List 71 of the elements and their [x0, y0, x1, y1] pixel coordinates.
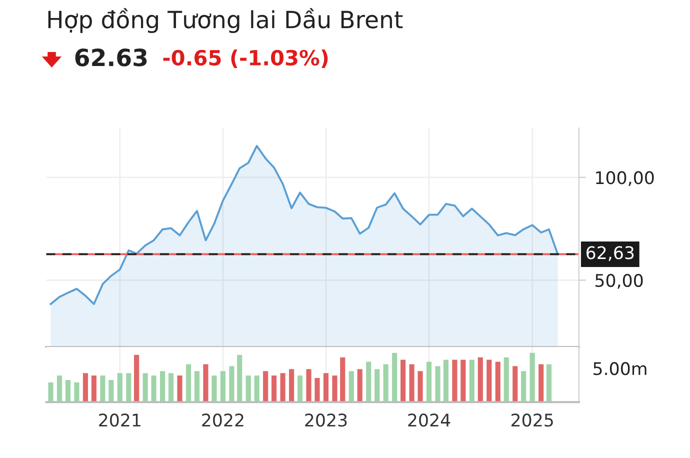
text: 5.00m: [594, 362, 646, 376]
bar: [426, 362, 432, 402]
bar: [306, 369, 312, 402]
bar: [495, 362, 500, 402]
x-tick-label: 2021: [99, 414, 140, 427]
bar: [323, 373, 329, 402]
bar: [151, 376, 156, 402]
bar: [203, 364, 208, 402]
bar: [229, 366, 234, 402]
bar: [74, 382, 80, 402]
bar: [504, 357, 509, 402]
bar: [366, 362, 372, 402]
chart-subtitle: 62.63: [75, 48, 147, 66]
bar: [521, 371, 526, 402]
bar: [443, 360, 448, 402]
bar: [314, 378, 320, 402]
bar: [126, 373, 132, 402]
bar: [452, 360, 458, 402]
bar: [400, 360, 406, 402]
bar: [357, 369, 362, 402]
bar: [194, 371, 200, 402]
bar: [348, 371, 354, 402]
bar: [469, 360, 474, 402]
bar: [383, 364, 388, 402]
y-tick-label: 100,00: [596, 171, 654, 186]
bar: [486, 360, 492, 402]
bar: [108, 380, 114, 402]
bar: [177, 376, 182, 402]
ref-line-label: 62,63: [586, 246, 634, 262]
bar: [56, 376, 62, 402]
bar: [512, 366, 518, 402]
bar: [289, 369, 294, 402]
bar: [254, 376, 260, 402]
bar: [392, 352, 398, 402]
bar: [297, 376, 303, 402]
bar: [460, 360, 466, 402]
x-tick-label: 2022: [202, 414, 244, 427]
chart-title: Hợp đồng Tương lai Dầu Brent: [48, 8, 403, 34]
bar: [134, 354, 140, 402]
bar: [332, 376, 338, 402]
bar: [263, 371, 268, 402]
bar: [435, 366, 440, 402]
bar: [530, 352, 535, 402]
bar: [100, 376, 106, 402]
bar: [237, 354, 242, 402]
bar: [538, 364, 544, 402]
bar: [212, 376, 217, 402]
bar: [142, 373, 148, 402]
bar: [91, 376, 96, 402]
bar: [340, 357, 346, 402]
bar: [374, 369, 380, 402]
bar: [418, 371, 423, 402]
bar: [478, 357, 483, 402]
bar: [168, 373, 174, 402]
text: -0.65 (-1.03%): [163, 49, 328, 68]
bar: [280, 373, 286, 402]
x-tick-label: 2024: [408, 414, 450, 427]
bar: [246, 376, 251, 402]
bar: [48, 382, 54, 402]
bar: [220, 371, 226, 402]
bar: [160, 371, 166, 402]
bar: [186, 364, 192, 402]
bar: [546, 364, 552, 402]
x-tick-label: 2025: [512, 414, 553, 427]
bar: [271, 376, 277, 402]
bar: [65, 380, 71, 402]
bar: [82, 373, 88, 402]
bar: [409, 364, 414, 402]
bar: [117, 373, 122, 402]
x-tick-label: 2023: [305, 414, 347, 427]
y-tick-label: 50,00: [596, 274, 643, 289]
